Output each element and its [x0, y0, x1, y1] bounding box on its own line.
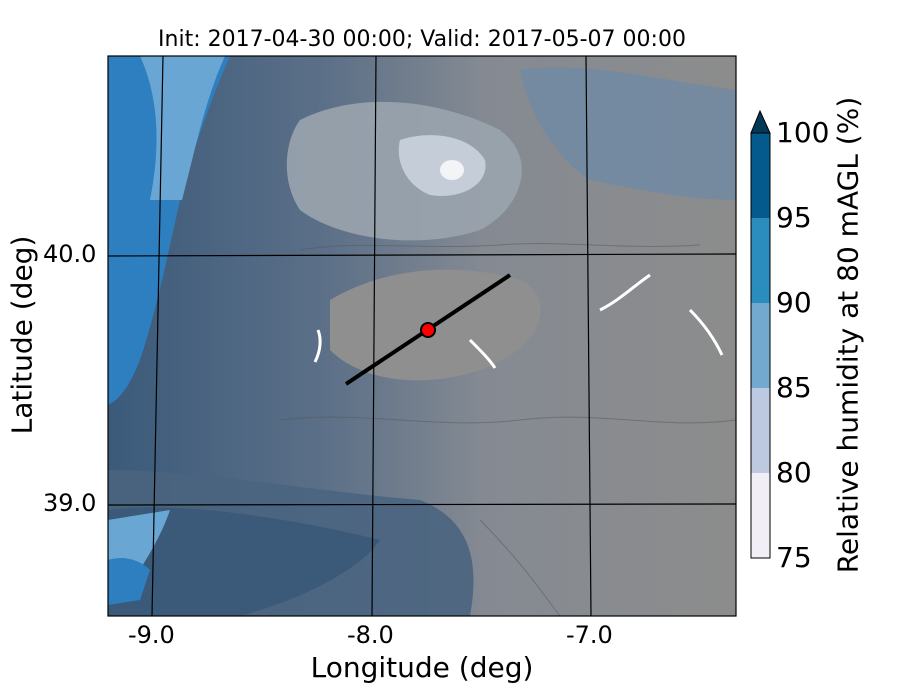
- map-title: Init: 2017-04-30 00:00; Valid: 2017-05-0…: [158, 27, 686, 52]
- humidity-field: [108, 56, 736, 616]
- colorbar-label: Relative humidity at 80 mAGL (%): [831, 96, 865, 574]
- colorbar-tick-label: 100: [776, 116, 830, 149]
- y-axis-label: Latitude (deg): [5, 235, 39, 435]
- colorbar-tick-label: 95: [776, 201, 812, 234]
- map-frame: [107, 55, 737, 617]
- x-tick-label: -9.0: [128, 621, 175, 649]
- x-tick-label: -7.0: [566, 621, 613, 649]
- x-tick-label: -8.0: [347, 621, 394, 649]
- graticule: [108, 56, 736, 616]
- point-marker: [420, 322, 436, 338]
- colorbar-tick-label: 85: [776, 371, 812, 404]
- x-axis-label: Longitude (deg): [310, 651, 534, 684]
- colorbar-extend-arrow: [750, 109, 771, 134]
- colorbar: [750, 109, 771, 559]
- y-tick-label: 40.0: [43, 240, 97, 268]
- colorbar-tick-label: 90: [776, 286, 812, 319]
- y-tick-label: 39.0: [43, 489, 97, 517]
- colorbar-tick-label: 75: [776, 541, 812, 574]
- colorbar-tick-label: 80: [776, 456, 812, 489]
